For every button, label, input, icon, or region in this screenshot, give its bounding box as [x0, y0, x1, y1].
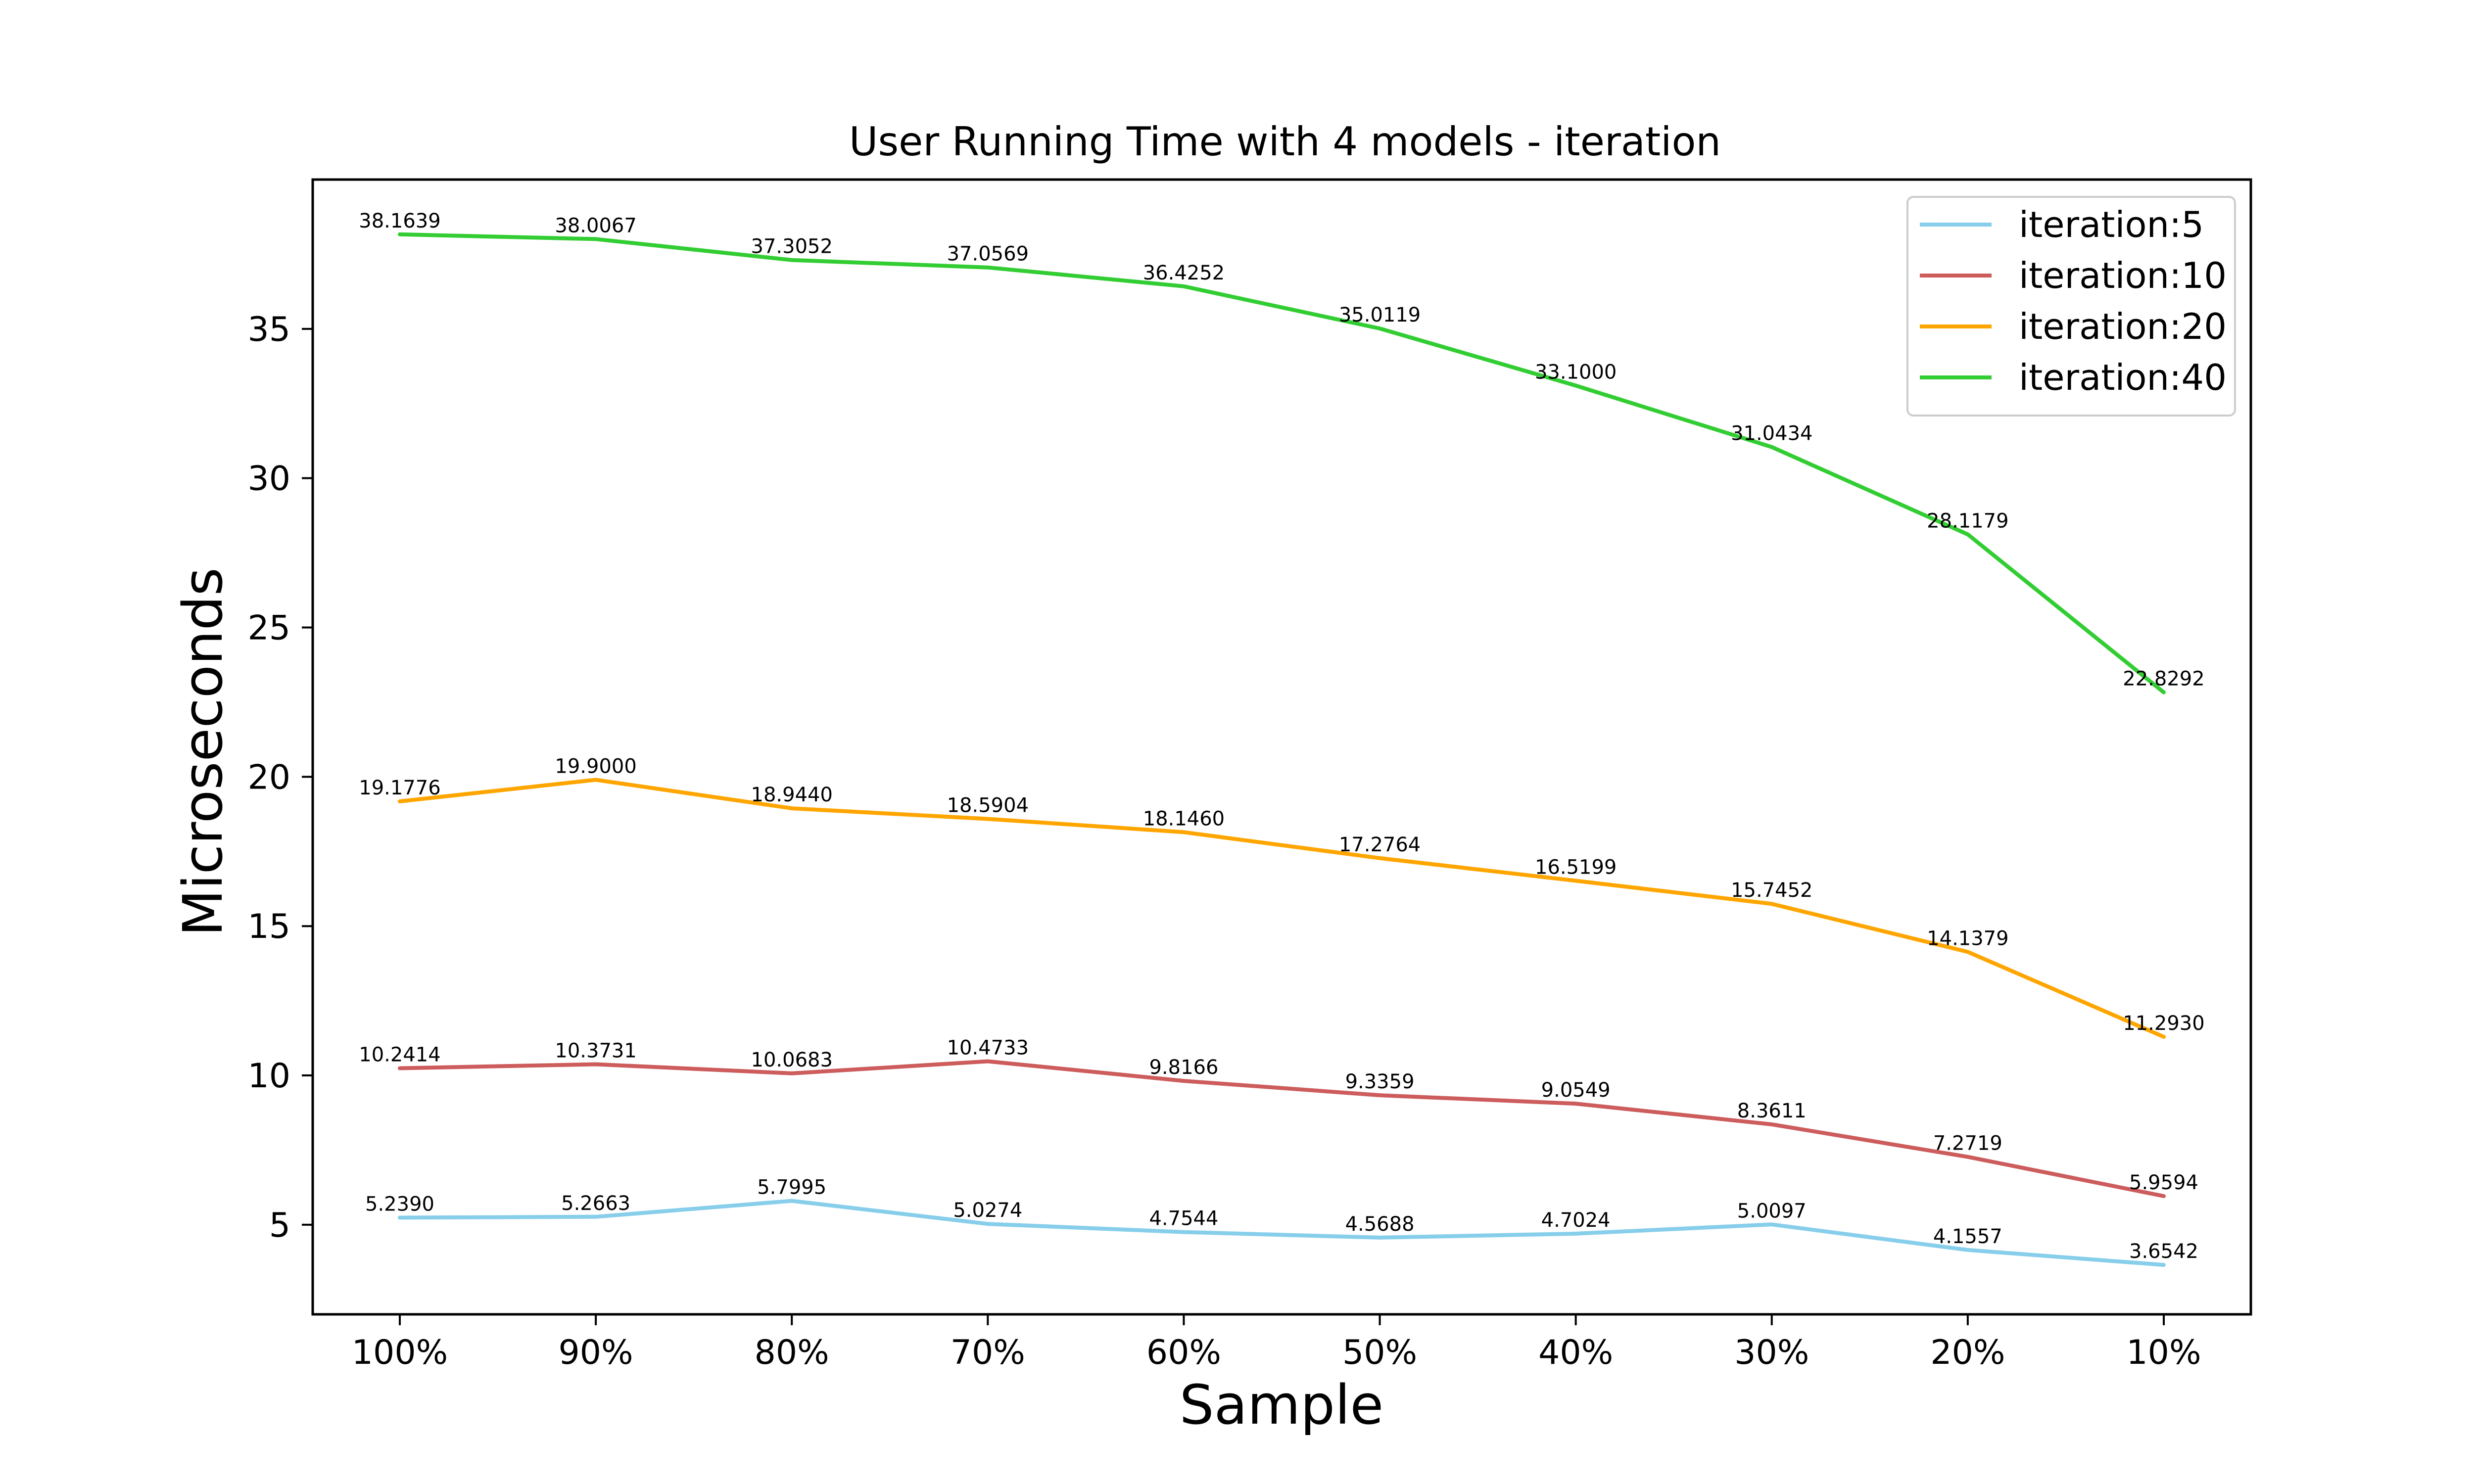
data-label: 37.0569 [947, 243, 1029, 266]
data-label: 5.2390 [365, 1193, 434, 1215]
x-tick-label: 90% [559, 1333, 633, 1372]
data-label: 38.0067 [555, 214, 636, 237]
data-label: 5.2663 [561, 1192, 630, 1215]
legend-label: iteration:5 [2019, 204, 2204, 245]
series-line-2 [398, 778, 2166, 1039]
plot-frame [311, 178, 2252, 1316]
series-line-0 [398, 1199, 2166, 1267]
data-label: 7.2719 [1933, 1132, 2002, 1155]
x-tick-label: 100% [352, 1333, 448, 1372]
y-tick-label: 15 [247, 907, 290, 946]
x-tick-label: 20% [1930, 1333, 2005, 1372]
x-tick-label: 10% [2126, 1333, 2201, 1372]
x-tick-label: 40% [1538, 1333, 1613, 1372]
data-label: 22.8292 [2123, 668, 2204, 691]
series-line-1 [398, 1059, 2166, 1198]
data-label: 4.7024 [1541, 1209, 1611, 1232]
y-tick-label: 20 [247, 758, 290, 797]
data-label: 19.1776 [359, 777, 440, 799]
data-label: 19.9000 [555, 755, 636, 778]
chart-title: User Running Time with 4 models - iterat… [849, 119, 1721, 165]
data-label: 36.4252 [1143, 262, 1225, 284]
legend: iteration:5 iteration:10 iteration:20 itera… [1906, 196, 2236, 417]
data-label: 9.3359 [1345, 1070, 1415, 1093]
data-label: 14.1379 [1927, 927, 2008, 950]
y-axis-label: Microseconds [171, 567, 235, 936]
data-label: 8.3611 [1737, 1100, 1807, 1122]
x-tick-label: 50% [1342, 1333, 1417, 1372]
x-tick-label: 70% [951, 1333, 1025, 1372]
data-label: 35.0119 [1339, 304, 1421, 326]
x-tick-label: 30% [1734, 1333, 1809, 1372]
data-label: 5.7995 [757, 1176, 826, 1199]
data-label: 10.3731 [555, 1040, 636, 1063]
data-label: 5.9594 [2129, 1171, 2198, 1194]
data-label: 18.9440 [751, 784, 833, 806]
legend-box [1906, 196, 2236, 417]
data-label: 33.1000 [1535, 361, 1617, 384]
data-label: 38.1639 [359, 210, 440, 232]
data-label: 5.0097 [1737, 1200, 1807, 1222]
y-tick-label: 30 [247, 460, 290, 499]
y-tick-label: 25 [247, 609, 290, 648]
data-label: 4.7544 [1149, 1207, 1218, 1230]
data-label: 3.6542 [2129, 1240, 2198, 1263]
data-label: 31.0434 [1731, 422, 1812, 445]
data-label: 10.4733 [947, 1036, 1029, 1059]
y-tick-label: 35 [247, 310, 290, 349]
data-label: 16.5199 [1535, 856, 1617, 879]
plot-area: 100% 90% 80% 70% 60% 50% 40% 30% 20% 10% 5 10 15 20 25… [247, 210, 2204, 1372]
x-axis-label: Sample [1180, 1373, 1383, 1437]
series-line-3 [398, 232, 2166, 695]
data-label: 9.8166 [1149, 1056, 1218, 1079]
data-label: 4.1557 [1933, 1225, 2002, 1248]
data-label: 9.0549 [1541, 1079, 1611, 1102]
legend-label: iteration:10 [2019, 255, 2227, 296]
data-label: 10.0683 [751, 1049, 833, 1071]
legend-label: iteration:20 [2019, 306, 2227, 347]
x-tick-label: 80% [755, 1333, 829, 1372]
data-label: 15.7452 [1731, 879, 1812, 902]
x-tick-label: 60% [1146, 1333, 1221, 1372]
data-label: 18.5904 [947, 794, 1029, 817]
data-label: 28.1179 [1927, 510, 2008, 532]
data-label: 17.2764 [1339, 834, 1421, 856]
data-label: 5.0274 [953, 1199, 1022, 1222]
data-label: 11.2930 [2123, 1012, 2204, 1035]
y-tick-label: 5 [269, 1206, 290, 1245]
data-label: 10.2414 [359, 1043, 440, 1066]
legend-label: iteration:40 [2019, 357, 2227, 398]
data-label: 18.1460 [1143, 807, 1225, 830]
data-label: 37.3052 [751, 235, 833, 258]
y-tick-label: 10 [247, 1057, 290, 1096]
data-label: 4.5688 [1345, 1213, 1415, 1236]
